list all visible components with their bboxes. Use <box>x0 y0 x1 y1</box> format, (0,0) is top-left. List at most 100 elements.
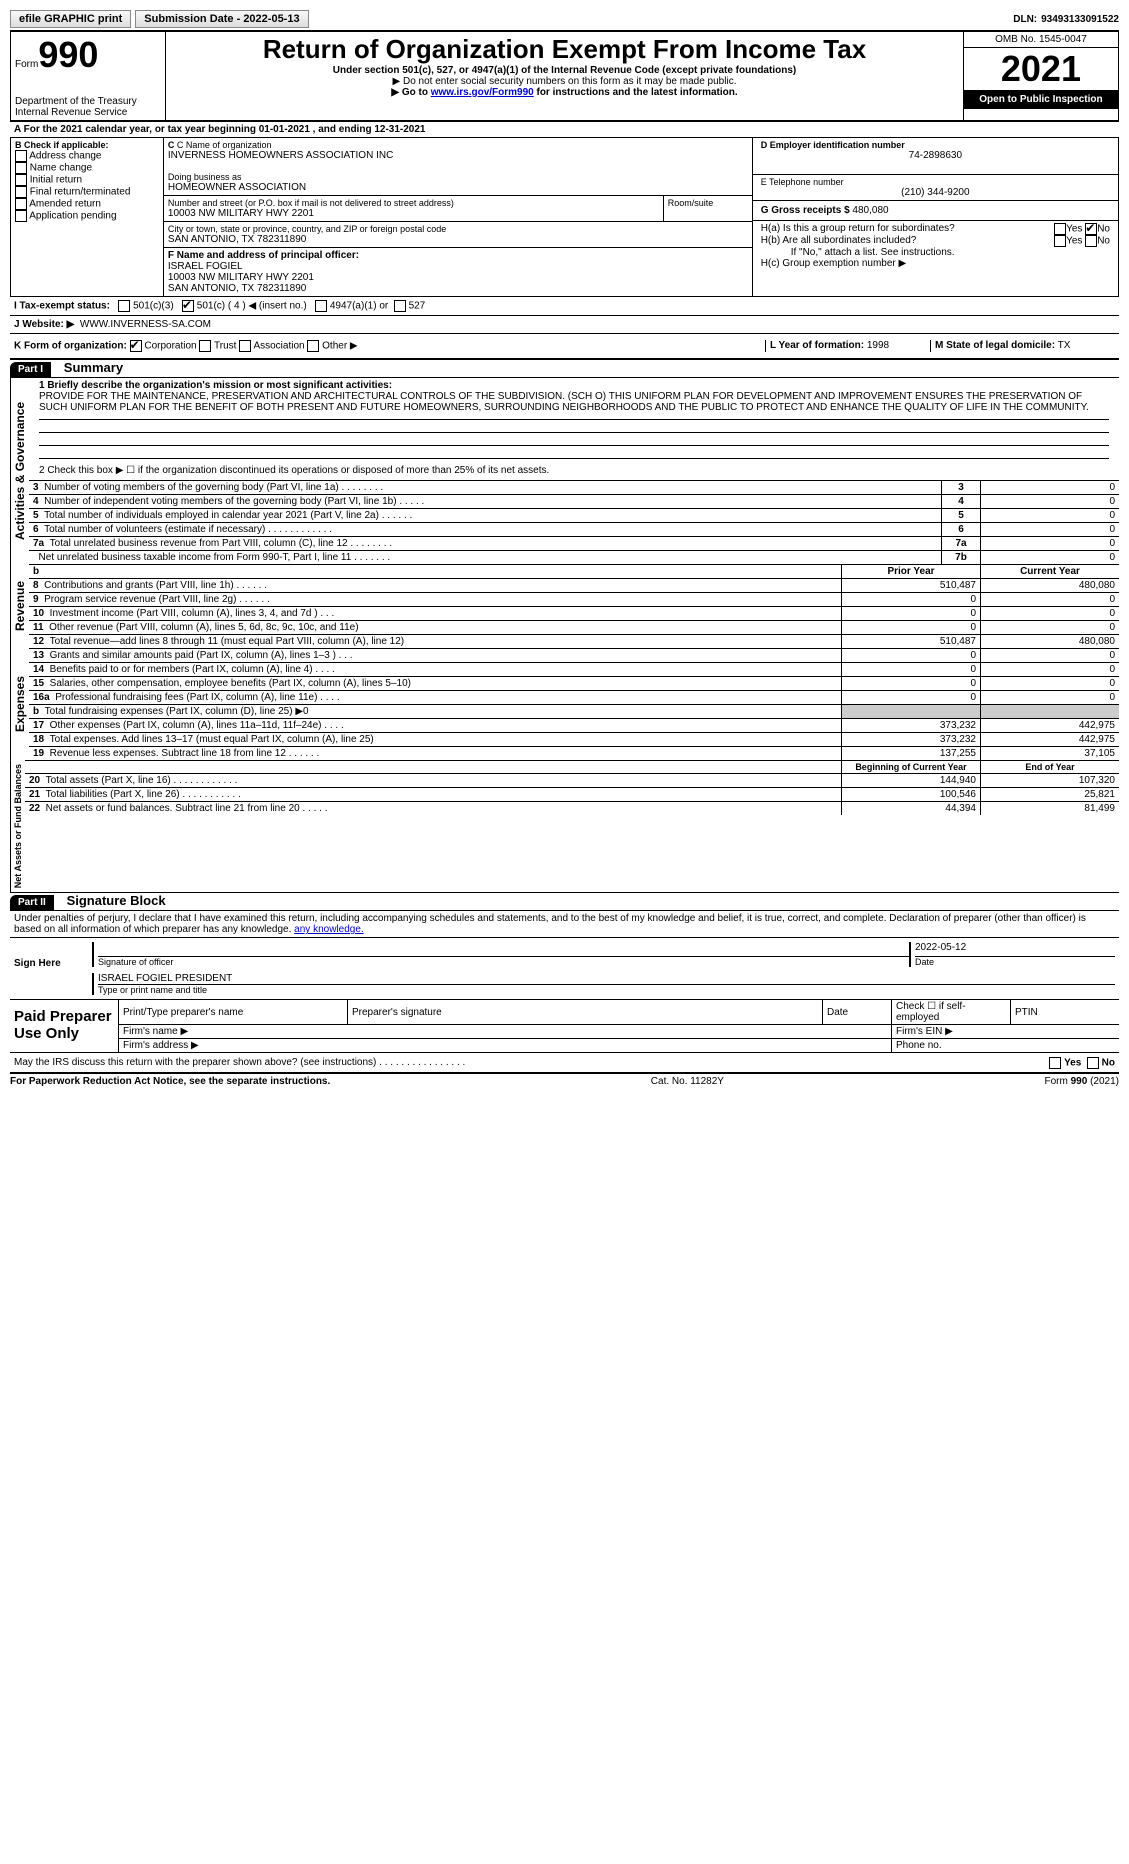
hb-note: If "No," attach a list. See instructions… <box>761 247 1110 258</box>
table-row: 14 Benefits paid to or for members (Part… <box>29 663 1119 677</box>
b-checkbox[interactable] <box>15 174 27 186</box>
form-subtitle: Under section 501(c), 527, or 4947(a)(1)… <box>170 65 959 76</box>
submission-date-button[interactable]: Submission Date - 2022-05-13 <box>135 10 308 28</box>
table-row: 4 Number of independent voting members o… <box>29 495 1119 509</box>
netassets-block: Net Assets or Fund Balances Beginning of… <box>10 760 1119 893</box>
b-checkbox[interactable] <box>15 186 27 198</box>
dln-value: 93493133091522 <box>1041 14 1119 25</box>
expenses-block: Expenses 13 Grants and similar amounts p… <box>10 648 1119 760</box>
form-header: Form990 Department of the Treasury Inter… <box>10 30 1119 122</box>
efile-button[interactable]: efile GRAPHIC print <box>10 10 131 28</box>
table-row: 15 Salaries, other compensation, employe… <box>29 677 1119 691</box>
part2-header: Part II Signature Block <box>10 893 1119 910</box>
entity-block: B Check if applicable: Address change Na… <box>10 138 1119 297</box>
table-row: 6 Total number of volunteers (estimate i… <box>29 523 1119 537</box>
b-checkbox[interactable] <box>15 210 27 222</box>
top-bar: efile GRAPHIC print Submission Date - 20… <box>10 10 1119 28</box>
city-label: City or town, state or province, country… <box>168 224 748 234</box>
discuss-yes-checkbox[interactable] <box>1049 1057 1061 1069</box>
k-other-checkbox[interactable] <box>307 340 319 352</box>
line-j: J Website: ▶ WWW.INVERNESS-SA.COM <box>10 316 1119 334</box>
table-row: 21 Total liabilities (Part X, line 26) .… <box>25 788 1119 802</box>
form-number: 990 <box>38 34 98 75</box>
i-527-checkbox[interactable] <box>394 300 406 312</box>
side-label-revenue: Revenue <box>10 564 29 648</box>
table-row: 9 Program service revenue (Part VIII, li… <box>29 593 1119 607</box>
gross-receipts: 480,080 <box>852 205 888 216</box>
col-current-year: Current Year <box>981 565 1120 579</box>
officer-name-title: ISRAEL FOGIEL PRESIDENT <box>98 973 1115 985</box>
ha-label: H(a) Is this a group return for subordin… <box>761 223 1054 235</box>
b-checkbox[interactable] <box>15 150 27 162</box>
table-row: 17 Other expenses (Part IX, column (A), … <box>29 719 1119 733</box>
b-checkbox[interactable] <box>15 162 27 174</box>
street-value: 10003 NW MILITARY HWY 2201 <box>168 208 659 219</box>
any-knowledge-link[interactable]: any knowledge. <box>294 924 364 935</box>
table-row: 18 Total expenses. Add lines 13–17 (must… <box>29 733 1119 747</box>
b-item: Final return/terminated <box>15 186 159 198</box>
line-i: I Tax-exempt status: 501(c)(3) 501(c) ( … <box>10 297 1119 316</box>
line-a: A For the 2021 calendar year, or tax yea… <box>10 122 1119 138</box>
b-item: Amended return <box>15 198 159 210</box>
street-label: Number and street (or P.O. box if mail i… <box>168 198 659 208</box>
ein-value: 74-2898630 <box>761 150 1110 161</box>
b-item: Address change <box>15 150 159 162</box>
i-501c3-checkbox[interactable] <box>118 300 130 312</box>
paid-preparer-block: Paid Preparer Use Only Print/Type prepar… <box>10 1000 1119 1053</box>
ha-no-checkbox[interactable] <box>1085 223 1097 235</box>
section-c-f: C C Name of organization INVERNESS HOMEO… <box>164 138 752 296</box>
table-row: 10 Investment income (Part VIII, column … <box>29 607 1119 621</box>
side-label-governance: Activities & Governance <box>10 378 29 564</box>
table-row: 11 Other revenue (Part VIII, column (A),… <box>29 621 1119 635</box>
type-name-label: Type or print name and title <box>98 985 1115 995</box>
may-irs-discuss: May the IRS discuss this return with the… <box>10 1053 1119 1073</box>
city-value: SAN ANTONIO, TX 782311890 <box>168 234 748 245</box>
table-row: 8 Contributions and grants (Part VIII, l… <box>29 579 1119 593</box>
mission-text: PROVIDE FOR THE MAINTENANCE, PRESERVATIO… <box>39 391 1109 413</box>
sign-here-block: Sign Here Signature of officer 2022-05-1… <box>10 938 1119 1000</box>
firm-name-label: Firm's name ▶ <box>119 1025 892 1039</box>
k-assoc-checkbox[interactable] <box>239 340 251 352</box>
b-item: Initial return <box>15 174 159 186</box>
hb-no-checkbox[interactable] <box>1085 235 1097 247</box>
sig-officer-label: Signature of officer <box>98 957 909 967</box>
part1-body: Activities & Governance 1 Briefly descri… <box>10 377 1119 564</box>
table-row: 3 Number of voting members of the govern… <box>29 481 1119 495</box>
paid-preparer-label: Paid Preparer Use Only <box>10 1000 118 1052</box>
pt-date-label: Date <box>823 1000 892 1025</box>
e-label: E Telephone number <box>761 177 1110 187</box>
officer-addr1: 10003 NW MILITARY HWY 2201 <box>168 272 314 283</box>
website-value: WWW.INVERNESS-SA.COM <box>80 319 211 330</box>
table-row: 12 Total revenue—add lines 8 through 11 … <box>29 635 1119 649</box>
ha-yes-checkbox[interactable] <box>1054 223 1066 235</box>
page-footer: For Paperwork Reduction Act Notice, see … <box>10 1073 1119 1087</box>
irs-link[interactable]: www.irs.gov/Form990 <box>431 87 534 98</box>
firm-ein-label: Firm's EIN ▶ <box>892 1025 1120 1039</box>
hc-label: H(c) Group exemption number ▶ <box>761 258 1110 269</box>
revenue-block: Revenue b Prior Year Current Year 8 Cont… <box>10 564 1119 648</box>
q1-label: 1 Briefly describe the organization's mi… <box>39 380 1109 391</box>
side-label-expenses: Expenses <box>10 648 29 760</box>
hb-yes-checkbox[interactable] <box>1054 235 1066 247</box>
omb-number: OMB No. 1545-0047 <box>964 32 1118 48</box>
pt-check-label: Check ☐ if self-employed <box>892 1000 1011 1025</box>
table-row: 13 Grants and similar amounts paid (Part… <box>29 649 1119 663</box>
line-klm: K Form of organization: Corporation Trus… <box>10 334 1119 359</box>
form-note-2: ▶ Go to www.irs.gov/Form990 for instruct… <box>170 87 959 98</box>
col-beginning-year: Beginning of Current Year <box>842 761 981 774</box>
c-name-label: C C Name of organization <box>168 140 748 150</box>
q2-text: 2 Check this box ▶ ☐ if the organization… <box>29 461 1119 480</box>
i-4947-checkbox[interactable] <box>315 300 327 312</box>
i-501c-checkbox[interactable] <box>182 300 194 312</box>
b-checkbox[interactable] <box>15 198 27 210</box>
pt-sig-label: Preparer's signature <box>348 1000 823 1025</box>
k-corp-checkbox[interactable] <box>130 340 142 352</box>
b-label: B Check if applicable: <box>15 140 159 150</box>
d-label: D Employer identification number <box>761 140 1110 150</box>
discuss-no-checkbox[interactable] <box>1087 1057 1099 1069</box>
dln-label: DLN: <box>1013 14 1037 25</box>
part1-header: Part I Summary <box>10 359 1119 377</box>
state-domicile: TX <box>1058 340 1071 351</box>
hb-label: H(b) Are all subordinates included? <box>761 235 1054 247</box>
k-trust-checkbox[interactable] <box>199 340 211 352</box>
